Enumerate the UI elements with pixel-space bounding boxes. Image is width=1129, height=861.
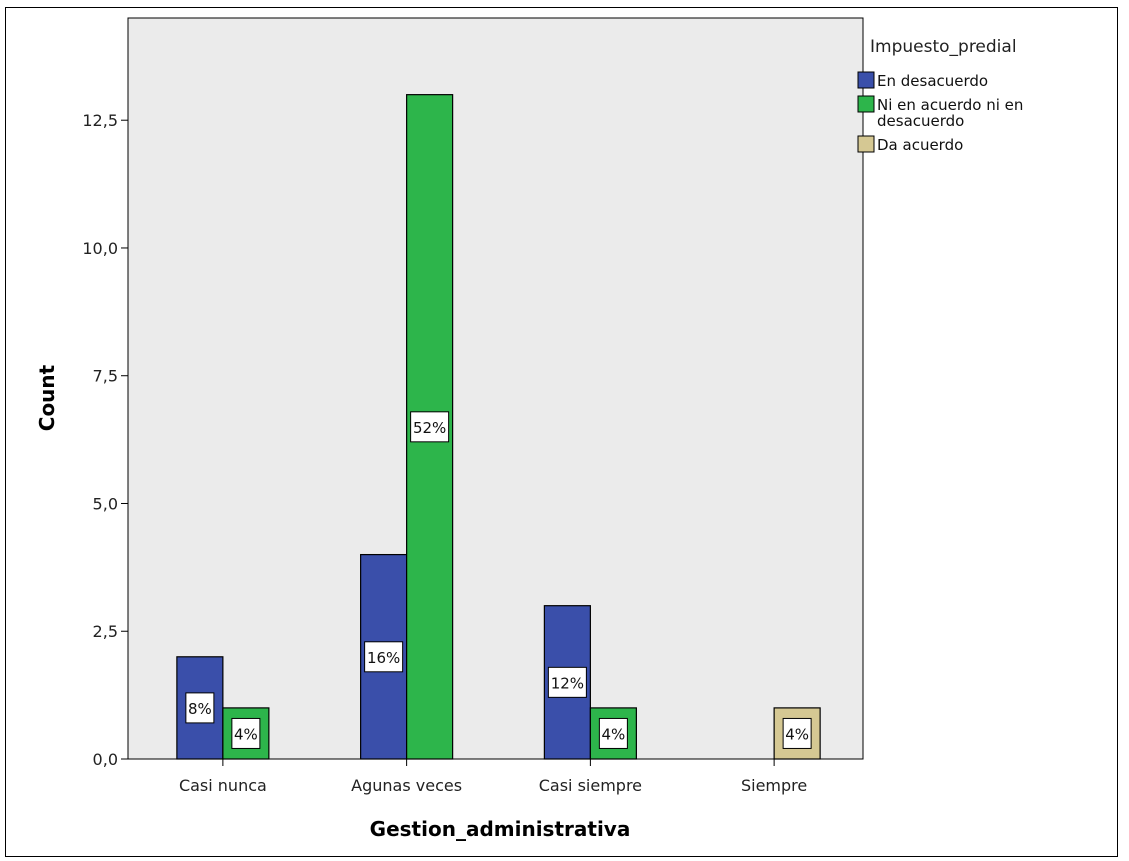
data-label: 16%: [364, 641, 404, 673]
svg-text:4%: 4%: [601, 725, 625, 743]
legend-item: En desacuerdo: [857, 71, 988, 90]
data-label: 4%: [782, 717, 812, 749]
legend-swatch: [857, 95, 875, 113]
legend-item: Da acuerdo: [857, 135, 963, 154]
y-axis: 0,0 2,5 5,0 7,5 10,0 12,5: [82, 111, 128, 769]
legend-swatch: [857, 71, 875, 89]
y-tick-label: 0,0: [93, 750, 118, 769]
y-tick-label: 10,0: [82, 239, 118, 258]
legend-swatch: [857, 135, 875, 153]
svg-text:16%: 16%: [367, 649, 400, 667]
y-tick-label: 2,5: [93, 622, 118, 641]
svg-text:4%: 4%: [785, 725, 809, 743]
svg-text:4%: 4%: [234, 725, 258, 743]
data-label: 4%: [598, 717, 628, 749]
x-tick-label: Agunas veces: [351, 776, 462, 795]
x-axis-title: Gestion_administrativa: [370, 817, 631, 841]
data-label: 8%: [185, 692, 215, 724]
legend-label: Ni en acuerdo ni en: [877, 96, 1023, 114]
svg-text:8%: 8%: [188, 700, 212, 718]
svg-text:12%: 12%: [551, 674, 584, 692]
data-label: 4%: [231, 717, 261, 749]
y-tick-label: 12,5: [82, 111, 118, 130]
legend-label: En desacuerdo: [877, 72, 988, 90]
svg-text:52%: 52%: [413, 419, 446, 437]
bar-labels-group: 8% 16% 12% 4% 52% 4% 4%: [185, 411, 812, 749]
legend-title: Impuesto_predial: [870, 37, 1017, 57]
x-tick-label: Siempre: [741, 776, 807, 795]
x-axis: Casi nunca Agunas veces Casi siempre Siempr…: [179, 759, 807, 795]
x-tick-label: Casi siempre: [539, 776, 642, 795]
legend: Impuesto_predial En desacuerdo Ni en acue…: [857, 37, 1023, 154]
x-tick-label: Casi nunca: [179, 776, 267, 795]
plot-area: [127, 17, 864, 760]
data-label: 52%: [410, 411, 450, 443]
legend-label: Da acuerdo: [877, 136, 963, 154]
legend-label: desacuerdo: [877, 112, 964, 130]
data-label: 12%: [547, 666, 587, 698]
y-tick-label: 7,5: [93, 367, 118, 386]
y-tick-label: 5,0: [93, 494, 118, 513]
y-axis-title: Count: [35, 364, 59, 431]
